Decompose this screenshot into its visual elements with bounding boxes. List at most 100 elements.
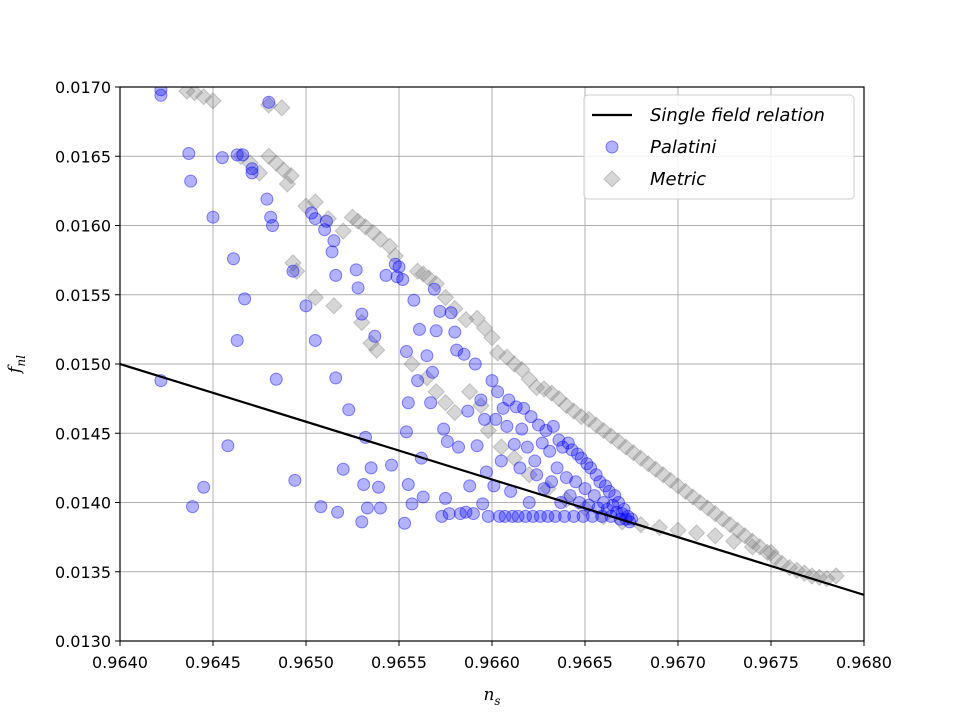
metric-point (325, 297, 343, 315)
palatini-point (351, 281, 365, 295)
palatini-point (541, 509, 555, 523)
palatini-point (502, 393, 516, 407)
legend-circle-swatch (605, 140, 619, 154)
palatini-point (526, 509, 540, 523)
palatini-point (509, 400, 523, 414)
palatini-point (154, 87, 168, 97)
metric-point (284, 254, 302, 272)
palatini-point (491, 385, 505, 399)
metric-point (505, 355, 524, 373)
palatini-point (288, 473, 302, 487)
metric-point (343, 208, 362, 226)
y-tick-label: 0.0145 (55, 424, 111, 443)
palatini-point (236, 148, 250, 162)
x-tick-label: 0.9675 (743, 653, 799, 672)
metric-point (654, 466, 672, 484)
metric-point (632, 449, 650, 467)
metric-point (520, 370, 538, 388)
metric-point (414, 265, 432, 283)
palatini-point (459, 505, 473, 519)
palatini-point (305, 206, 319, 220)
metric-point (403, 355, 421, 373)
palatini-point (492, 509, 506, 523)
legend-diamond-swatch (603, 170, 621, 188)
metric-point (602, 427, 620, 445)
metric-point (446, 403, 464, 422)
metric-point (273, 99, 291, 117)
palatini-point (511, 509, 525, 523)
palatini-point (444, 306, 458, 320)
palatini-point (399, 425, 413, 439)
palatini-point (489, 412, 503, 426)
palatini-point (245, 166, 259, 180)
y-tick-label: 0.0130 (55, 632, 111, 651)
metric-point (725, 532, 743, 550)
palatini-point (318, 223, 332, 237)
palatini-point (561, 436, 575, 450)
palatini-point (329, 371, 343, 385)
palatini-point (539, 423, 553, 437)
y-tick-label: 0.0170 (55, 78, 111, 97)
metric-point (356, 218, 375, 236)
metric-point (364, 223, 382, 242)
palatini-point (524, 410, 538, 424)
palatini-point (401, 477, 415, 491)
palatini-point (589, 468, 603, 482)
metric-point (713, 510, 732, 528)
palatini-point (319, 214, 333, 228)
metric-point (319, 209, 338, 228)
palatini-point (226, 252, 240, 266)
palatini-point (221, 439, 235, 453)
metric-point (751, 538, 769, 556)
palatini-point (452, 440, 466, 454)
metric-point (353, 313, 371, 332)
metric-point (684, 488, 702, 506)
x-tick-label: 0.9660 (464, 653, 520, 672)
x-tick-label: 0.9640 (92, 653, 148, 672)
palatini-point (286, 264, 300, 278)
palatini-point (498, 509, 512, 523)
palatini-point (184, 174, 198, 188)
y-tick-label: 0.0150 (55, 355, 111, 374)
palatini-point (439, 491, 452, 505)
metric-point (691, 493, 710, 512)
metric-point (762, 543, 780, 562)
palatini-point (331, 505, 345, 519)
metric-point (483, 328, 501, 347)
metric-point (661, 471, 680, 490)
palatini-point (598, 479, 612, 493)
palatini-point (412, 322, 426, 336)
palatini-point (416, 490, 430, 504)
palatini-point (360, 501, 374, 515)
palatini-point (597, 496, 611, 509)
palatini-point (569, 475, 583, 489)
palatini-point (182, 146, 196, 160)
palatini-point (567, 509, 581, 523)
palatini-point (578, 482, 592, 496)
metric-point (572, 407, 590, 426)
palatini-point (336, 462, 350, 476)
x-tick-label: 0.9680 (836, 653, 892, 672)
palatini-point (230, 148, 244, 162)
y-tick-label: 0.0155 (55, 286, 111, 305)
y-tick-label: 0.0135 (55, 563, 111, 582)
metric-point (194, 87, 213, 106)
palatini-point (299, 299, 313, 313)
x-tick-label: 0.9670 (650, 653, 706, 672)
palatini-point (546, 419, 560, 433)
palatini-point (396, 273, 410, 287)
palatini-point (608, 489, 622, 503)
single-field-relation-line (120, 362, 864, 596)
palatini-point (500, 419, 514, 433)
palatini-point (485, 374, 499, 388)
palatini-point (266, 219, 280, 232)
legend-label: Palatini (650, 137, 716, 158)
metric-point (706, 527, 724, 545)
palatini-point (505, 509, 519, 523)
x-axis-label-subscript: s (494, 694, 500, 708)
palatini-point (522, 496, 536, 509)
metric-point (557, 396, 576, 415)
metric-point (204, 92, 222, 110)
palatini-point (468, 357, 482, 371)
palatini-point (576, 509, 590, 523)
